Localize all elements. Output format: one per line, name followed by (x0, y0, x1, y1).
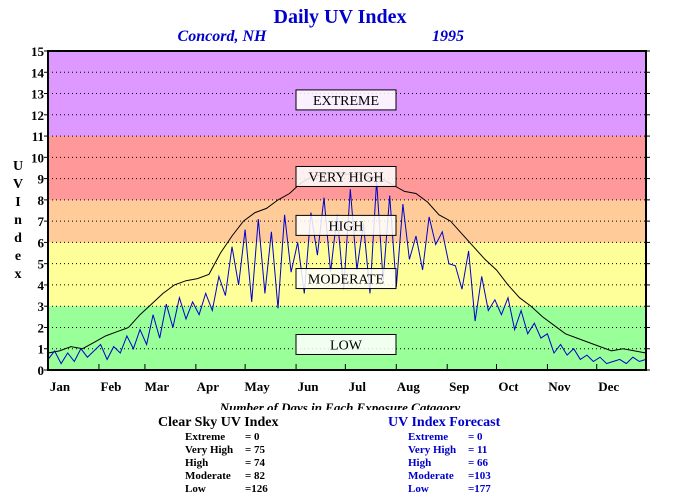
x-tick-label: Jul (349, 379, 367, 394)
y-tick-label: 10 (31, 150, 44, 165)
x-tick-label: Sep (449, 379, 469, 394)
forecast-title: UV Index Forecast (388, 415, 501, 430)
band-label: EXTREME (313, 94, 379, 109)
band-label-box (295, 268, 397, 290)
y-axis-label-letter: x (15, 267, 22, 282)
y-tick-label: 9 (38, 172, 45, 187)
y-axis-label-letter: e (15, 249, 21, 264)
band-label-box (295, 333, 397, 355)
chart-title: Daily UV Index (274, 6, 407, 28)
forecast-row: Moderate =103 (408, 470, 491, 482)
series-forecast (47, 180, 647, 365)
band-label: LOW (330, 338, 363, 353)
x-tick-label: Jun (298, 379, 320, 394)
y-tick-label: 13 (31, 87, 45, 102)
chart-subtitle-year: 1995 (432, 28, 464, 45)
chart-caption: Number of Days in Each Exposure Catagory (219, 400, 461, 410)
x-tick-label: Jan (50, 379, 71, 394)
band-label-layer: LOW MODERATE HIGH VERY HIGH EXTREME (295, 89, 397, 355)
x-tick-label: May (245, 379, 271, 394)
x-tick-label: Nov (548, 379, 571, 394)
y-tick-label: 3 (38, 299, 45, 314)
y-axis-label-letter: V (13, 177, 23, 192)
band-label: MODERATE (308, 273, 384, 288)
x-tick-label: Aug (397, 379, 421, 394)
forecast-summary: UV Index Forecast Extreme = 0 Very High = … (388, 415, 500, 496)
band-label: HIGH (329, 219, 364, 234)
band-label-box (295, 214, 397, 236)
chart-subtitle-location: Concord, NH (178, 28, 267, 45)
clear-sky-title: Clear Sky UV Index (158, 415, 279, 430)
y-tick-label: 4 (38, 278, 45, 293)
clear-sky-row: Moderate = 82 (185, 470, 266, 482)
band-label: VERY HIGH (308, 170, 383, 185)
band-label-box (295, 165, 397, 187)
y-tick-label: 11 (32, 129, 44, 144)
x-tick-label: Apr (197, 379, 220, 394)
y-tick-label: 0 (38, 363, 45, 378)
y-tick-label: 8 (38, 193, 45, 208)
y-tick-label: 15 (31, 44, 45, 59)
forecast-row: High = 66 (408, 457, 489, 469)
y-tick-label: 6 (38, 235, 45, 250)
y-axis-label-letter: U (13, 159, 23, 174)
forecast-row: Low =177 (408, 483, 491, 495)
uv-chart: Daily UV Index Concord, NH 1995 01234567… (13, 6, 650, 410)
y-axis-label-letter: I (15, 195, 20, 210)
forecast-row: Extreme = 0 (408, 431, 483, 443)
y-tick-label: 5 (38, 257, 45, 272)
x-tick-label: Oct (498, 379, 519, 394)
y-axis-label-letter: d (14, 231, 22, 246)
clear-sky-row: Low =126 (185, 483, 268, 495)
plot-frame (47, 50, 647, 371)
y-tick-label: 12 (31, 108, 44, 123)
y-tick-label: 2 (38, 320, 45, 335)
x-axis: Jan Feb Mar Apr May Jun Jul Aug Sep Oct Nov Dec (47, 364, 619, 394)
clear-sky-row: Extreme = 0 (185, 431, 260, 443)
clear-sky-row: High = 74 (185, 457, 266, 469)
y-tick-label: 14 (31, 65, 45, 80)
clear-sky-summary: Clear Sky UV Index Extreme = 0 Very High =… (158, 415, 278, 496)
y-tick-label: 7 (38, 214, 45, 229)
clear-sky-row: Very High = 75 (185, 444, 266, 456)
x-tick-label: Feb (100, 379, 121, 394)
x-tick-label: Dec (598, 379, 619, 394)
band-label-box (295, 89, 397, 111)
y-axis-label-letter: n (14, 213, 22, 228)
x-tick-label: Mar (145, 379, 170, 394)
forecast-row: Very High = 11 (408, 444, 488, 456)
y-tick-label: 1 (38, 342, 45, 357)
